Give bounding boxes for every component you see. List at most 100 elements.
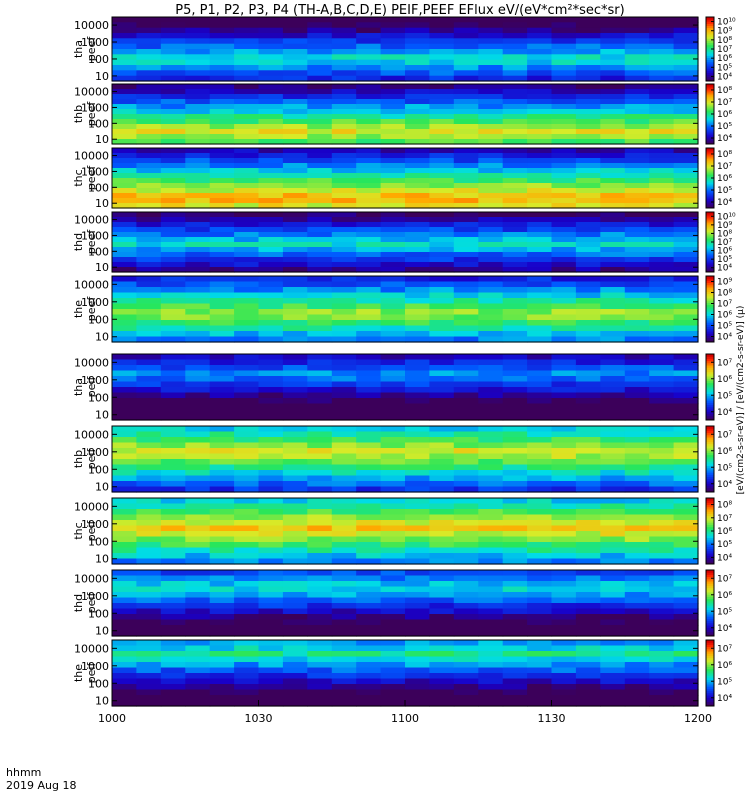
heatmap-cell <box>502 217 528 223</box>
heatmap-cell <box>258 173 284 179</box>
heatmap-cell <box>112 525 137 532</box>
heatmap-cell <box>380 553 406 560</box>
heatmap-cell <box>160 370 186 377</box>
heatmap-cell <box>527 667 553 674</box>
heatmap-cell <box>478 651 504 658</box>
heatmap-cell <box>234 153 260 159</box>
heatmap-cell <box>649 673 675 680</box>
heatmap-cell <box>258 33 284 39</box>
colorbar-segment <box>706 673 714 676</box>
heatmap-cell <box>575 409 601 416</box>
heatmap-cell <box>185 276 211 283</box>
heatmap-cell <box>258 309 284 316</box>
heatmap-cell <box>429 673 455 680</box>
colorbar-tick-label: 10⁴ <box>717 694 732 704</box>
heatmap-cell <box>551 298 577 305</box>
heatmap-cell <box>624 475 650 482</box>
heatmap-cell <box>380 678 406 685</box>
heatmap-cell <box>673 426 699 433</box>
heatmap-cell <box>282 129 308 135</box>
colorbar-segment <box>706 437 714 440</box>
heatmap-cell <box>502 70 528 77</box>
heatmap-cell <box>405 59 430 66</box>
heatmap-cell <box>356 475 382 482</box>
heatmap-cell <box>307 227 333 233</box>
heatmap-cell <box>356 542 382 549</box>
heatmap-cell <box>453 320 479 327</box>
heatmap-cell <box>502 398 528 405</box>
heatmap-cell <box>160 22 186 29</box>
heatmap-cell <box>405 656 430 663</box>
heatmap-cell <box>380 581 406 588</box>
heatmap-cell <box>356 232 382 238</box>
heatmap-cell <box>185 398 211 405</box>
heatmap-cell <box>502 124 528 130</box>
heatmap-cell <box>673 547 699 554</box>
heatmap-cell <box>649 298 675 305</box>
heatmap-cell <box>356 124 382 130</box>
heatmap-cell <box>551 542 577 549</box>
colorbar-frame <box>705 353 715 421</box>
heatmap-cell <box>624 183 650 189</box>
heatmap-cell <box>429 514 455 521</box>
heatmap-cell <box>502 298 528 305</box>
heatmap-cell <box>331 124 357 130</box>
y-tick-label: 10 <box>95 197 109 210</box>
heatmap-cell <box>112 503 137 510</box>
colorbar-segment <box>706 132 714 135</box>
heatmap-cell <box>380 542 406 549</box>
heatmap-cell <box>112 453 137 460</box>
heatmap-cell <box>234 262 260 268</box>
heatmap-cell <box>160 303 186 310</box>
heatmap-cell <box>478 198 504 204</box>
heatmap-cell <box>551 139 577 145</box>
heatmap-cell <box>160 426 186 433</box>
heatmap-cell <box>429 575 455 582</box>
heatmap-cell <box>136 309 162 316</box>
heatmap-cell <box>405 292 430 299</box>
heatmap-cell <box>356 54 382 61</box>
heatmap-cell <box>380 640 406 647</box>
heatmap-cell <box>453 558 479 565</box>
heatmap-cells <box>112 570 699 637</box>
heatmap-cell <box>600 104 626 110</box>
heatmap-cell <box>234 376 260 383</box>
heatmap-cell <box>307 99 333 105</box>
heatmap-cell <box>234 43 260 50</box>
heatmap-cell <box>209 158 235 164</box>
heatmap-cell <box>380 619 406 626</box>
heatmap-cell <box>234 309 260 316</box>
heatmap-cell <box>307 370 333 377</box>
heatmap-cell <box>136 298 162 305</box>
heatmap-cell <box>527 203 553 209</box>
colorbar-segment <box>706 607 714 611</box>
heatmap-cell <box>258 459 284 466</box>
heatmap-cell <box>307 257 333 263</box>
heatmap-cell <box>478 667 504 674</box>
heatmap-cell <box>453 222 479 228</box>
heatmap-cell <box>136 431 162 438</box>
colorbar-segment <box>706 559 714 563</box>
heatmap-cell <box>673 359 699 366</box>
colorbar-segment <box>706 609 714 613</box>
heatmap-cell <box>624 437 650 444</box>
heatmap-cell <box>282 581 308 588</box>
heatmap-cell <box>160 603 186 610</box>
heatmap-cell <box>160 464 186 471</box>
heatmap-cell <box>551 89 577 95</box>
heatmap-cell <box>649 640 675 647</box>
heatmap-cell <box>575 193 601 199</box>
colorbar-segment <box>706 53 714 56</box>
heatmap-cell <box>649 630 675 637</box>
colorbar-segment <box>706 276 714 279</box>
heatmap-cell <box>429 227 455 233</box>
heatmap-cell <box>405 129 430 135</box>
y-tick-label: 1000 <box>81 36 109 49</box>
heatmap-cell <box>307 336 333 343</box>
heatmap-cell <box>405 298 430 305</box>
heatmap-cell <box>575 163 601 169</box>
heatmap-cell <box>453 453 479 460</box>
heatmap-cell <box>551 514 577 521</box>
heatmap-cell <box>160 514 186 521</box>
heatmap-cell <box>624 232 650 238</box>
